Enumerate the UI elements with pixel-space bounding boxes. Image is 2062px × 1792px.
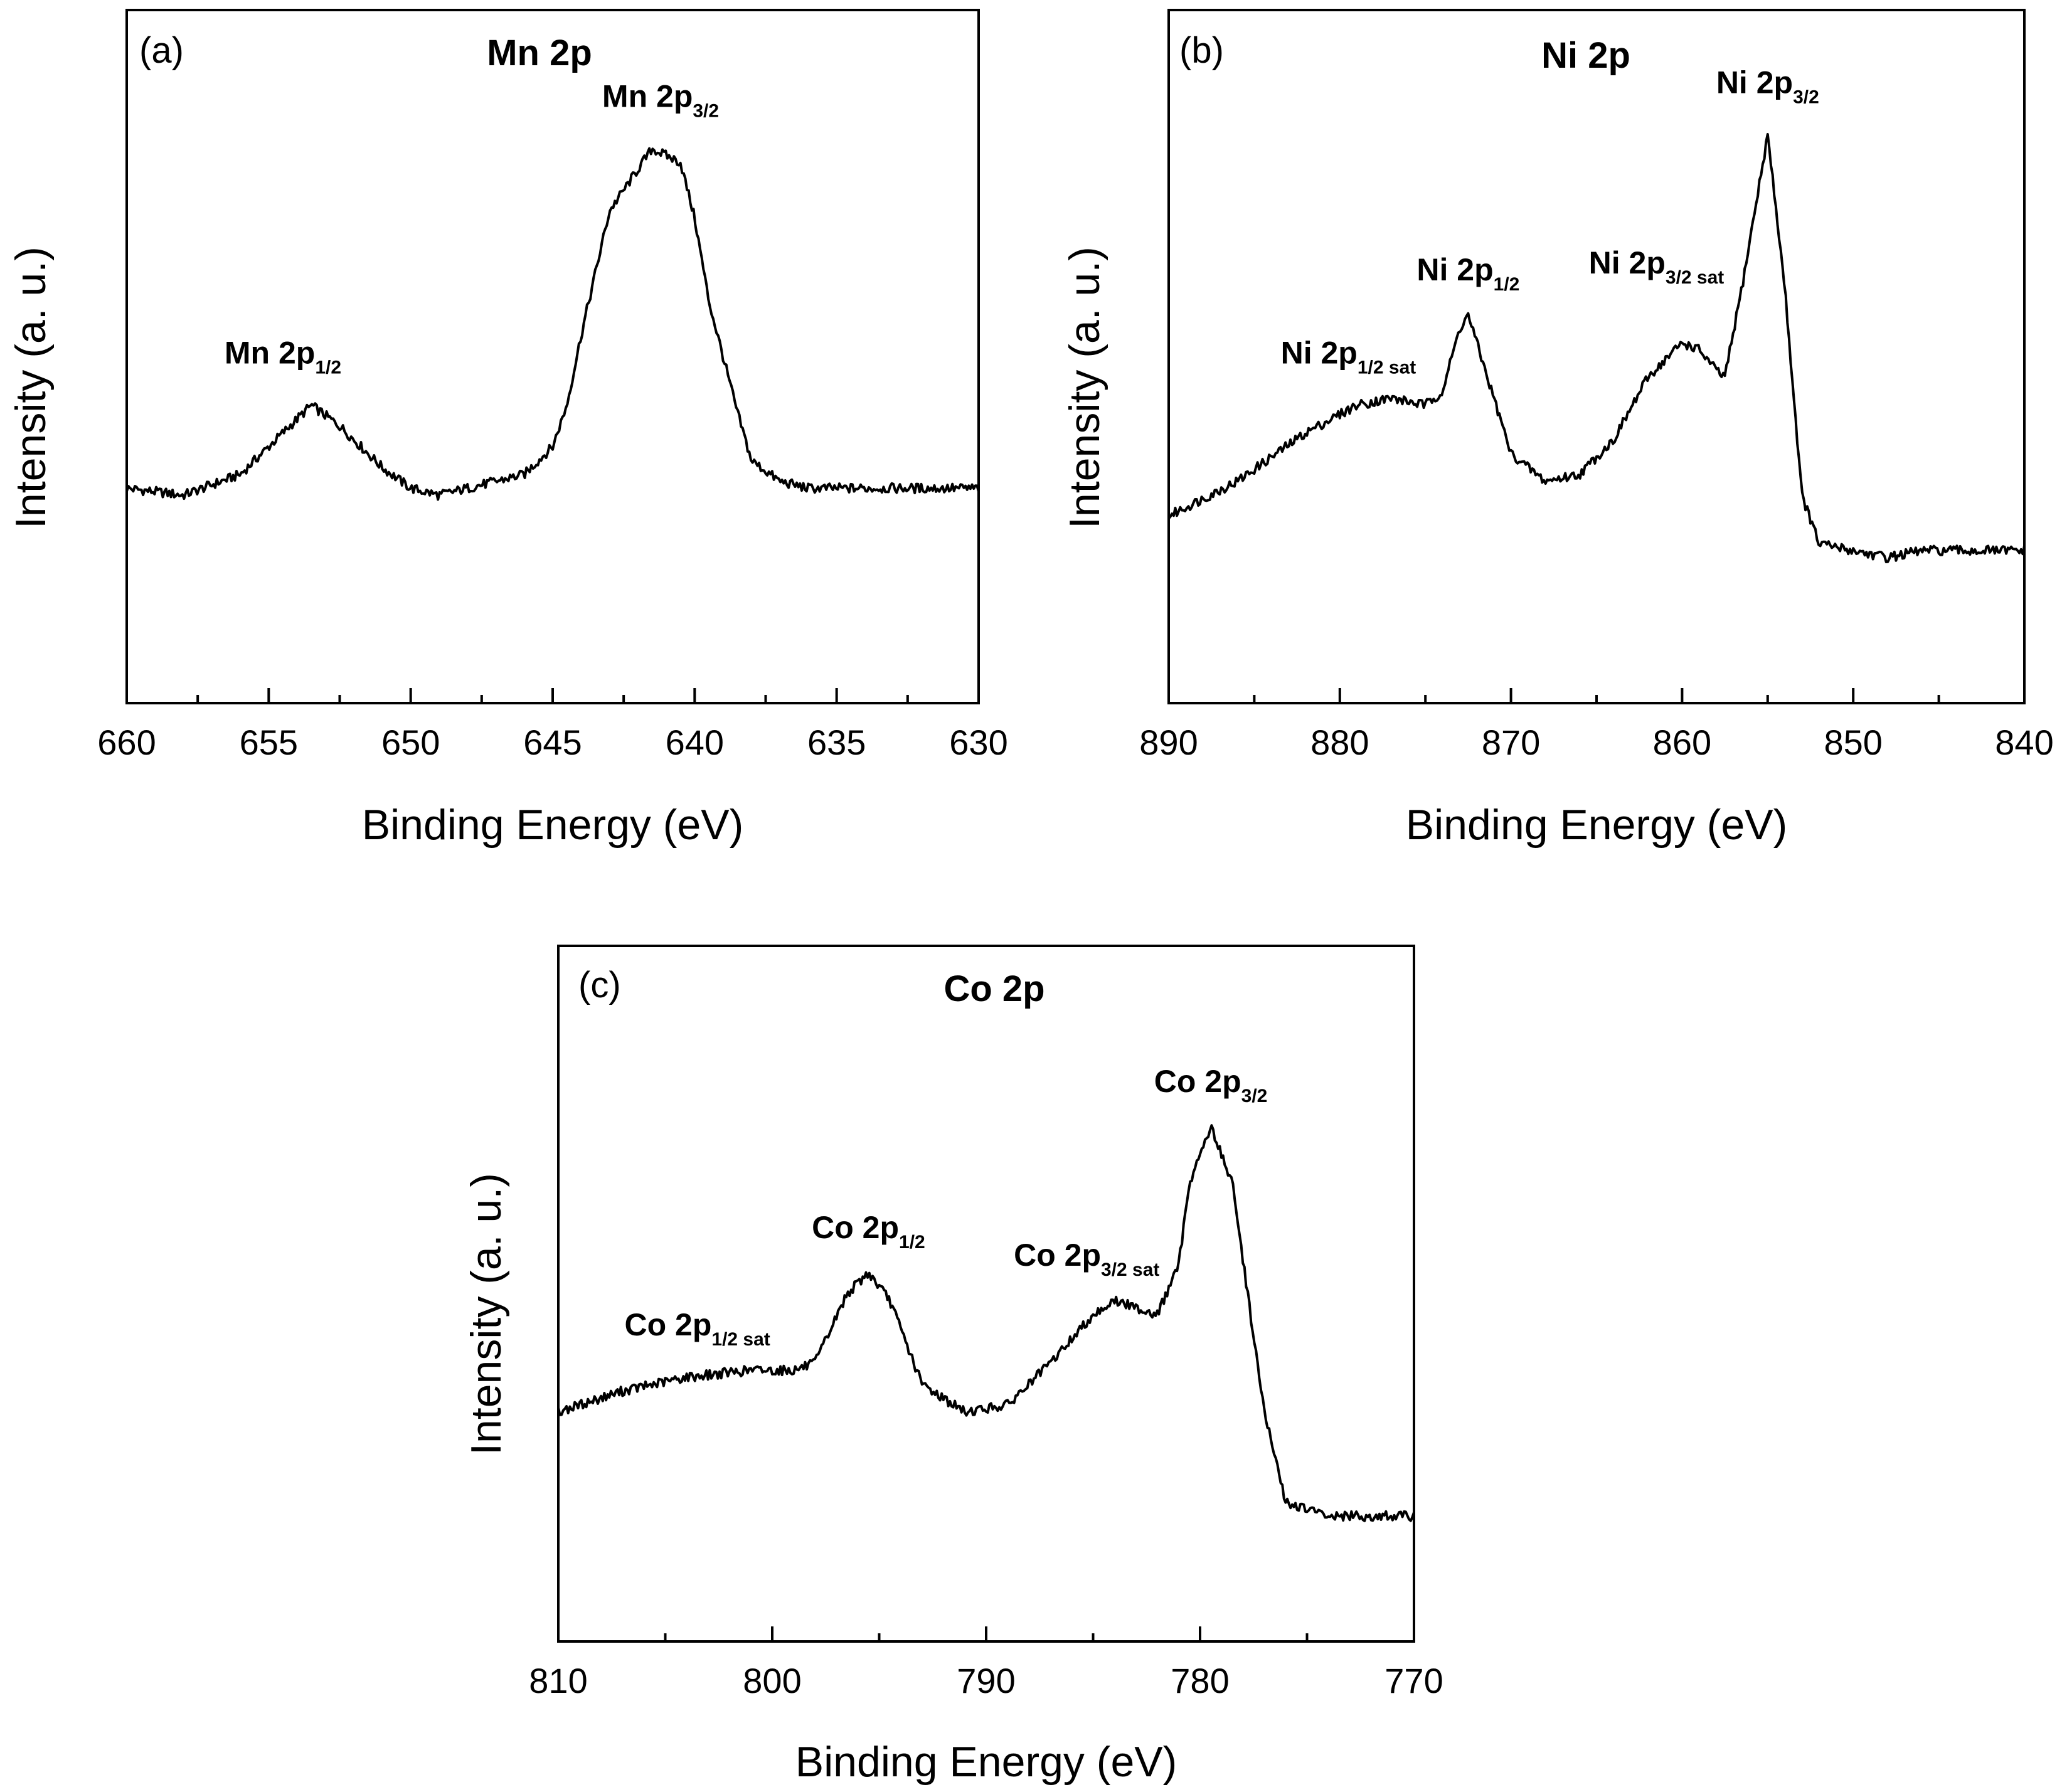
peak-label: Ni 2p3/2: [1716, 65, 1819, 108]
x-tick-label: 800: [743, 1661, 801, 1700]
x-tick-label: 660: [97, 723, 156, 762]
x-tick-label: 880: [1310, 723, 1369, 762]
x-tick-label: 860: [1653, 723, 1711, 762]
peak-label: Ni 2p1/2 sat: [1281, 336, 1416, 378]
x-tick-label: 650: [381, 723, 440, 762]
x-tick-label: 890: [1139, 723, 1198, 762]
peak-label: Ni 2p3/2 sat: [1589, 245, 1725, 288]
y-axis-title: Intensity (a. u.): [1061, 247, 1108, 529]
panel-c-co-2p: (c) Co 2p 810 800 790 780 770 Binding Energy…: [462, 945, 1443, 1786]
x-tick-label: 635: [807, 723, 866, 762]
x-tick-label: 645: [523, 723, 582, 762]
x-tick-label: 640: [666, 723, 724, 762]
chart-title: Co 2p: [943, 968, 1044, 1009]
chart-title: Mn 2p: [487, 33, 592, 73]
series-group: [557, 1124, 1415, 1522]
peak-label: Co 2p3/2: [1154, 1064, 1268, 1106]
x-axis-title: Binding Energy (eV): [795, 1738, 1177, 1786]
x-axis-title: Binding Energy (eV): [362, 801, 744, 849]
y-axis-title: Intensity (a. u.): [462, 1173, 510, 1455]
plot-frame: [557, 945, 1415, 1643]
x-axis: 890 880 870 860 850 840: [1139, 688, 2054, 762]
peak-label: Co 2p1/2 sat: [624, 1307, 770, 1350]
x-tick-label: 780: [1171, 1661, 1229, 1700]
peak-label: Co 2p3/2 sat: [1014, 1238, 1159, 1280]
panel-a-mn-2p: (a) Mn 2p 660 655 650 645 640 635 630 Binding …: [7, 9, 1008, 849]
x-tick-label: 630: [949, 723, 1007, 762]
spectrum-line: [1167, 133, 2026, 563]
panel-label: (a): [139, 30, 184, 71]
x-tick-label: 870: [1482, 723, 1540, 762]
spectrum-line: [125, 147, 980, 501]
panel-label: (c): [578, 965, 621, 1005]
x-tick-label: 655: [240, 723, 298, 762]
chart-title: Ni 2p: [1541, 35, 1630, 76]
panel-b-ni-2p: (b) Ni 2p 890 880 870 860 850 840 Binding Ene…: [1061, 9, 2054, 849]
spectrum-line: [557, 1124, 1415, 1522]
x-tick-label: 770: [1384, 1661, 1443, 1700]
series-group: [125, 147, 980, 501]
x-tick-label: 850: [1824, 723, 1882, 762]
peak-label: Ni 2p1/2: [1416, 252, 1519, 295]
x-axis-title: Binding Energy (eV): [1406, 801, 1788, 849]
peak-labels: Co 2p1/2 sat Co 2p1/2 Co 2p3/2 sat Co 2p3/2: [624, 1064, 1267, 1350]
panel-label: (b): [1179, 30, 1224, 71]
peak-label: Mn 2p1/2: [225, 336, 341, 378]
y-axis-title: Intensity (a. u.): [7, 247, 55, 529]
x-tick-label: 840: [1995, 723, 2053, 762]
x-axis: 810 800 790 780 770: [529, 1626, 1443, 1700]
peak-label: Co 2p1/2: [812, 1210, 925, 1253]
peak-label: Mn 2p3/2: [602, 79, 719, 122]
x-axis: 660 655 650 645 640 635 630: [97, 688, 1008, 762]
peak-labels: Mn 2p1/2 Mn 2p3/2: [225, 79, 719, 378]
x-tick-label: 790: [957, 1661, 1015, 1700]
x-tick-label: 810: [529, 1661, 587, 1700]
series-group: [1167, 133, 2026, 563]
